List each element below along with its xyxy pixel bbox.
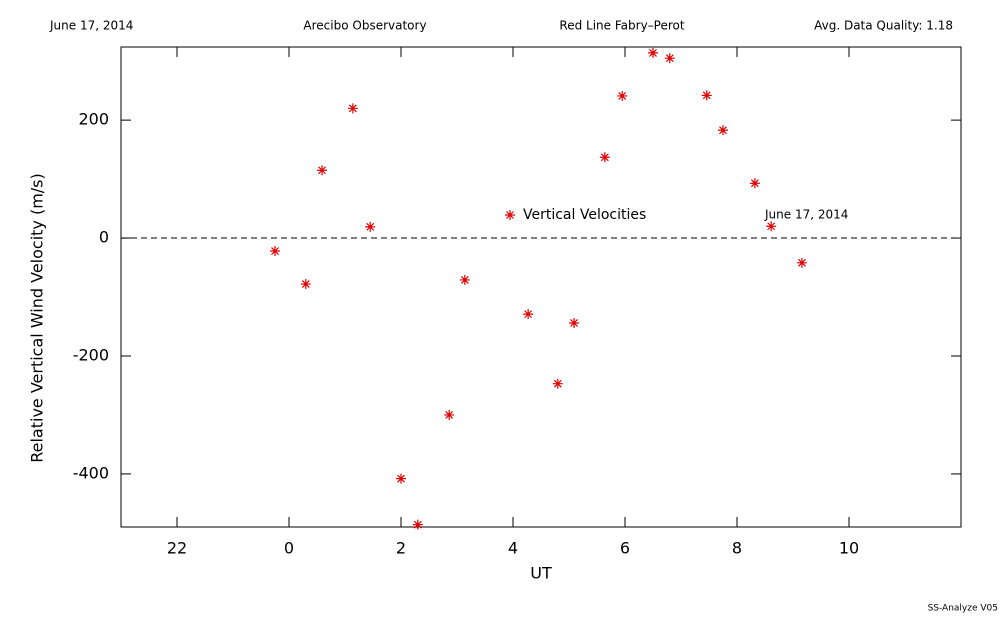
point (523, 309, 534, 320)
x-tick-label: 22 (167, 539, 187, 558)
point (718, 125, 728, 136)
header-date: June 17, 2014 (49, 19, 133, 33)
y-axis-label: Relative Vertical Wind Velocity (m/s) (28, 173, 47, 463)
x-tick-label: 6 (620, 539, 630, 558)
point (365, 221, 376, 232)
y-tick-label: -200 (73, 345, 109, 364)
point (599, 152, 610, 163)
point (270, 246, 280, 257)
point (749, 178, 760, 189)
point (396, 473, 406, 484)
header-instrument: Red Line Fabry–Perot (559, 19, 684, 33)
point (617, 90, 628, 101)
x-tick-label: 2 (396, 539, 406, 558)
footer: SS-Analyze V05 (928, 604, 998, 614)
legend-label: Vertical Velocities (523, 207, 646, 223)
header-site: Arecibo Observatory (303, 19, 426, 33)
point (347, 103, 358, 114)
x-tick-label: 8 (732, 539, 742, 558)
point (569, 317, 580, 328)
point (317, 165, 328, 176)
y-tick-label: -400 (73, 463, 109, 482)
point (412, 519, 423, 530)
x-tick-label: 10 (839, 539, 859, 558)
legend-marker (505, 210, 515, 220)
point (701, 90, 712, 101)
point (459, 274, 470, 285)
point (796, 257, 807, 268)
y-tick-label: 0 (99, 228, 109, 247)
annotation: June 17, 2014 (764, 208, 848, 222)
point (300, 279, 311, 290)
x-axis-label: UT (530, 564, 552, 583)
point (444, 409, 455, 420)
y-tick-label: 200 (78, 110, 109, 129)
point (664, 53, 675, 64)
x-tick-label: 4 (508, 539, 518, 558)
point (648, 47, 658, 58)
x-tick-label: 0 (284, 539, 294, 558)
point (552, 378, 563, 389)
header-quality: Avg. Data Quality: 1.18 (814, 19, 953, 33)
point (766, 221, 777, 232)
plot-frame (120, 46, 962, 528)
